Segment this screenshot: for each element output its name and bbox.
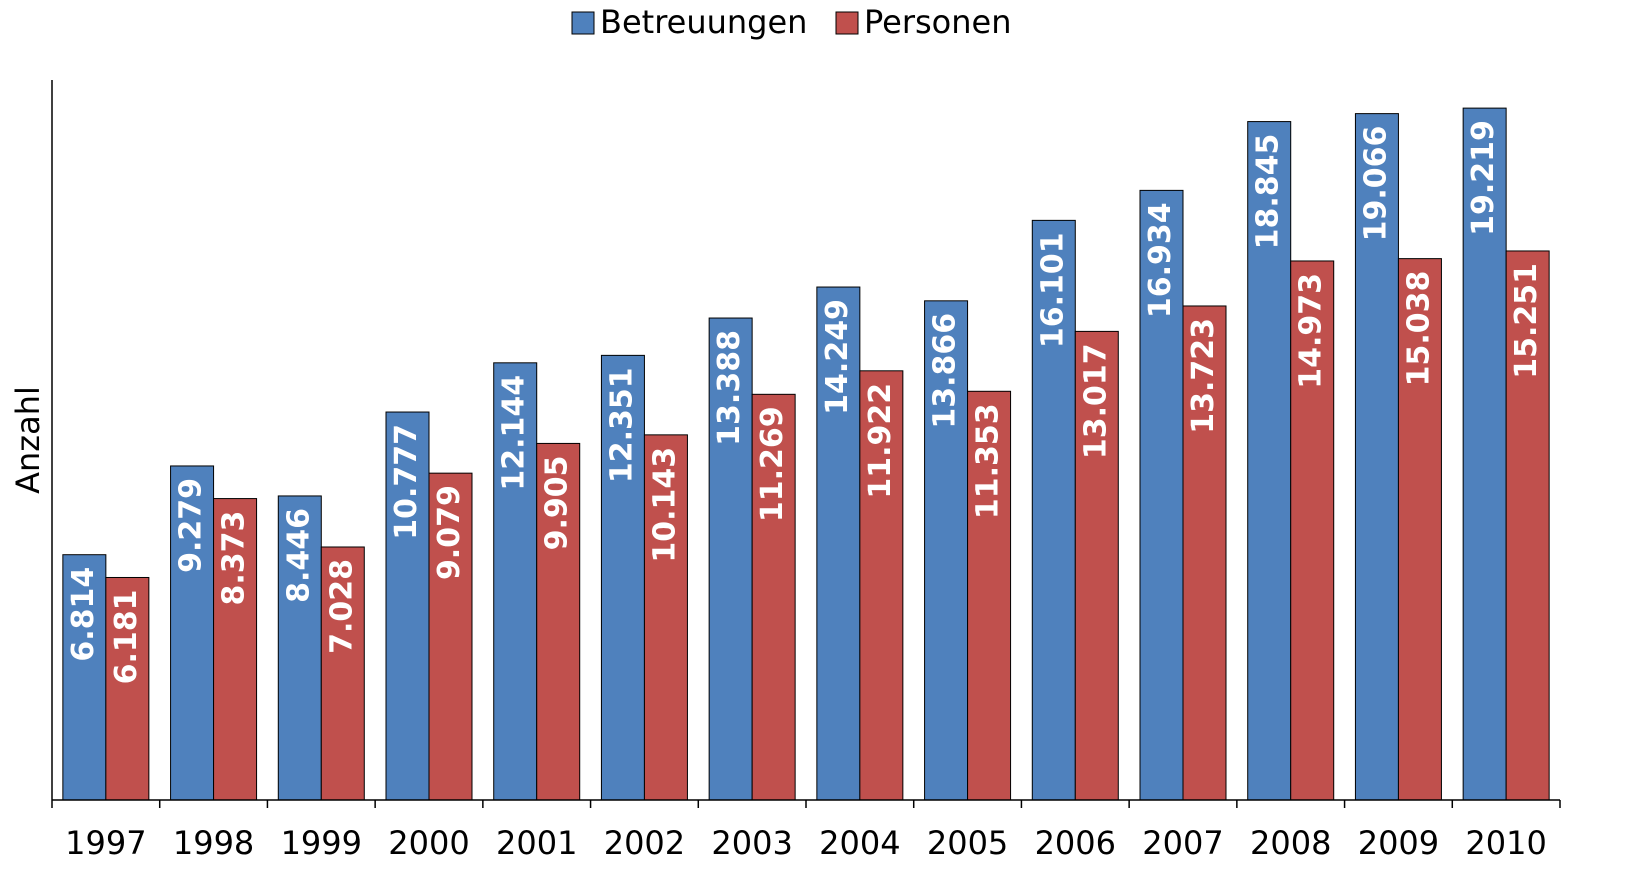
- value-label: 10.777: [389, 424, 424, 540]
- x-tick-label: 2001: [496, 824, 577, 862]
- value-label: 12.351: [604, 367, 639, 483]
- bar: [1247, 121, 1292, 801]
- bar: [1354, 113, 1399, 801]
- value-label: 9.079: [432, 485, 467, 580]
- x-tick-label: 2009: [1358, 824, 1439, 862]
- value-label: 15.251: [1509, 263, 1544, 379]
- legend-label: Personen: [864, 3, 1012, 41]
- bar: [62, 554, 107, 801]
- value-label: 11.353: [971, 403, 1006, 519]
- x-tick-label: 2004: [819, 824, 900, 862]
- value-label: 8.373: [217, 511, 252, 606]
- value-label: 13.388: [712, 330, 747, 446]
- value-label: 13.866: [928, 313, 963, 429]
- bar: [859, 370, 904, 801]
- x-tick-label: 2002: [604, 824, 685, 862]
- y-axis-label: Anzahl: [9, 386, 47, 494]
- bar: [1182, 305, 1227, 801]
- value-label: 16.101: [1035, 232, 1070, 348]
- x-tick-label: 2005: [927, 824, 1008, 862]
- value-label: 8.446: [281, 508, 316, 603]
- bar: [1397, 258, 1442, 801]
- value-label: 9.905: [540, 455, 575, 550]
- x-tick-label: 2006: [1035, 824, 1116, 862]
- value-label: 10.143: [647, 447, 682, 563]
- value-label: 15.038: [1401, 271, 1436, 387]
- value-label: 14.973: [1294, 273, 1329, 389]
- value-label: 13.723: [1186, 318, 1221, 434]
- bar: [105, 576, 150, 801]
- value-label: 7.028: [324, 559, 359, 654]
- x-tick-label: 2003: [711, 824, 792, 862]
- legend-label: Betreuungen: [600, 3, 807, 41]
- bar: [320, 546, 365, 801]
- value-label: 9.279: [174, 478, 209, 573]
- x-tick-label: 1997: [65, 824, 146, 862]
- x-tick-label: 2010: [1465, 824, 1546, 862]
- x-tick-label: 1999: [281, 824, 362, 862]
- value-label: 6.814: [66, 567, 101, 662]
- value-label: 6.181: [109, 589, 144, 684]
- bar: [600, 354, 645, 801]
- bar: [816, 286, 861, 801]
- bar: [213, 498, 258, 801]
- value-label: 12.144: [497, 375, 532, 491]
- x-tick-label: 2000: [388, 824, 469, 862]
- x-tick-label: 1998: [173, 824, 254, 862]
- bar: [751, 393, 796, 801]
- bar: [1505, 250, 1550, 801]
- bar: [1290, 260, 1335, 801]
- bar: [493, 362, 538, 801]
- value-label: 13.017: [1078, 343, 1113, 459]
- x-tick-label: 2007: [1142, 824, 1223, 862]
- legend-swatch: [835, 11, 859, 35]
- bar: [385, 411, 430, 801]
- bar: [277, 495, 322, 801]
- value-label: 11.922: [863, 383, 898, 499]
- bar: [967, 390, 1012, 801]
- value-label: 14.249: [820, 299, 855, 415]
- value-label: 19.066: [1358, 126, 1393, 242]
- x-tick-label: 2008: [1250, 824, 1331, 862]
- bar: [170, 465, 215, 801]
- value-label: 19.219: [1466, 120, 1501, 236]
- value-label: 11.269: [755, 406, 790, 522]
- bar: [1074, 330, 1119, 801]
- bar: [536, 442, 581, 801]
- value-label: 16.934: [1143, 202, 1178, 318]
- bar: [1031, 219, 1076, 801]
- bar: [643, 434, 688, 801]
- bar: [428, 472, 473, 801]
- value-label: 18.845: [1251, 134, 1286, 250]
- bar: [1462, 107, 1507, 801]
- legend-swatch: [571, 11, 595, 35]
